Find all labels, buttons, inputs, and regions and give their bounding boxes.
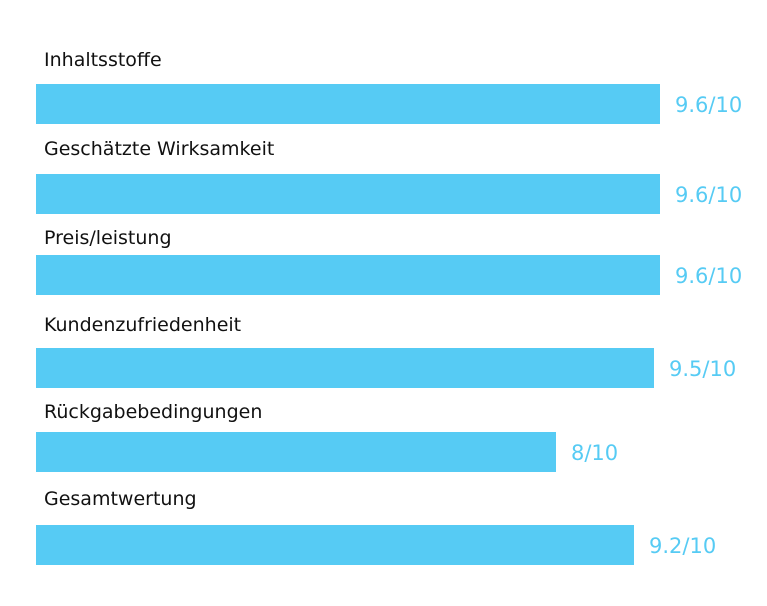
value-label: 9.6/10 [675, 264, 743, 288]
category-label: Inhaltsstoffe [44, 49, 162, 71]
category-label: Rückgabebedingungen [44, 401, 263, 423]
rating-bar [36, 432, 556, 472]
value-label: 8/10 [571, 441, 619, 465]
rating-bar [36, 348, 654, 388]
value-label: 9.2/10 [649, 534, 717, 558]
rating-bar [36, 174, 660, 214]
category-label: Preis/leistung [44, 227, 172, 249]
category-label: Gesamtwertung [44, 488, 197, 510]
rating-bar [36, 84, 660, 124]
value-label: 9.5/10 [669, 357, 737, 381]
value-label: 9.6/10 [675, 93, 743, 117]
category-label: Geschätzte Wirksamkeit [44, 138, 275, 160]
rating-bar [36, 255, 660, 295]
value-label: 9.6/10 [675, 183, 743, 207]
category-label: Kundenzufriedenheit [44, 314, 242, 336]
rating-bar [36, 525, 634, 565]
